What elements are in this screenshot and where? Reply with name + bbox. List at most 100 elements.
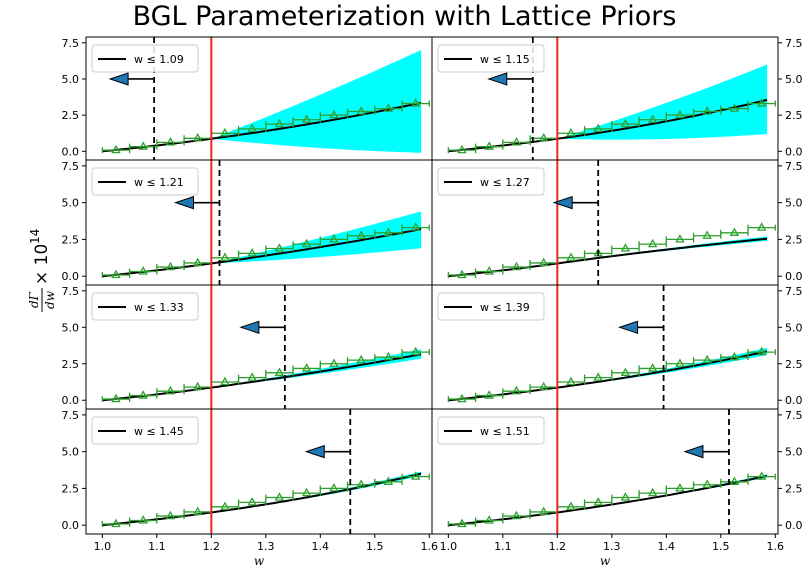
data-point (647, 487, 658, 497)
data-point (647, 363, 658, 372)
data-point (484, 141, 494, 150)
data-point (484, 390, 494, 399)
data-point (511, 385, 522, 395)
panel-frame (431, 408, 779, 535)
data-point (702, 354, 712, 364)
x-tick-label: 1.1 (494, 540, 512, 553)
data-point (756, 346, 767, 356)
data-point (729, 103, 740, 112)
data-point (220, 501, 230, 510)
x-tick-label: 1.3 (603, 540, 621, 553)
arrow-head (487, 72, 508, 86)
legend-label: w ≤ 1.09 (134, 53, 184, 66)
data-point (593, 372, 603, 381)
data-point (192, 257, 203, 267)
x-tick-label: 1.0 (440, 540, 458, 553)
y-tick-label: 0.0 (785, 145, 803, 158)
panel-3: 0.0 2.5 5.0 7.5 w ≤ 1.21 (62, 159, 433, 286)
legend-label: w ≤ 1.39 (480, 301, 530, 314)
y-tick-label: 0.0 (62, 145, 80, 158)
legend: w ≤ 1.45 (91, 416, 199, 445)
data-point (566, 501, 576, 510)
data-point (138, 266, 148, 275)
panel-1: 0.0 2.5 5.0 7.5 w ≤ 1.09 (62, 36, 433, 161)
legend: w ≤ 1.39 (437, 292, 545, 321)
data-point (301, 238, 312, 248)
arrow-head (239, 320, 260, 334)
panel-5: 0.0 2.5 5.0 7.5 w ≤ 1.33 (62, 284, 433, 410)
legend: w ≤ 1.09 (91, 44, 199, 73)
data-point (138, 390, 148, 399)
legend-label: w ≤ 1.27 (480, 176, 530, 189)
x-tick-label: 1.4 (312, 540, 330, 553)
data-point (566, 252, 576, 261)
data-point (675, 234, 685, 243)
data-point (220, 127, 230, 137)
x-axis-label: w (254, 554, 265, 568)
panel-plot-area (447, 222, 776, 279)
y-tick-label: 5.0 (785, 73, 803, 86)
legend: w ≤ 1.51 (437, 416, 545, 445)
panel-2: 0.0 2.5 5.0 7.5 w ≤ 1.15 (431, 36, 803, 161)
data-point (538, 132, 549, 142)
uncertainty-band (557, 64, 768, 140)
legend-box (91, 416, 199, 445)
panel-7: 0.0 2.5 5.0 7.5 w ≤ 1.45 (62, 408, 433, 535)
legend: w ≤ 1.27 (437, 167, 545, 196)
data-point (729, 476, 740, 485)
data-point (192, 381, 203, 391)
y-label-numerator: dΓ (27, 291, 41, 308)
data-point (620, 492, 631, 501)
data-point (356, 106, 366, 115)
data-point (729, 227, 740, 236)
legend-label: w ≤ 1.51 (480, 425, 530, 438)
data-point (138, 141, 148, 150)
panel-plot-area (101, 211, 430, 279)
panels-group: 0.0 2.5 5.0 7.5 w ≤ 1.09 0.0 2.5 5.0 7.5 w ≤ 1.15… (62, 36, 803, 535)
legend-box (91, 44, 199, 73)
fit-curve (448, 350, 768, 402)
data-point (247, 248, 257, 257)
bottom-axes: 1.0 1.1 1.2 1.3 1.4 1.5 1.6 w 1.0 1.1 1.2 1.3 1.4 1.5… (94, 534, 784, 568)
data-point (647, 114, 658, 123)
data-point (756, 98, 767, 107)
y-tick-label: 5.0 (62, 321, 80, 334)
data-point (165, 261, 176, 271)
data-point (165, 385, 176, 395)
data-point (220, 376, 230, 386)
data-point (538, 381, 549, 391)
data-point (511, 261, 522, 271)
data-point (702, 106, 712, 115)
y-tick-label: 2.5 (785, 482, 803, 495)
data-point (538, 257, 549, 267)
data-point (247, 372, 257, 381)
data-point (457, 518, 467, 528)
data-point (111, 393, 121, 403)
data-point (566, 376, 576, 386)
data-point (702, 479, 712, 488)
data-point (111, 269, 121, 279)
y-tick-label: 5.0 (785, 446, 803, 459)
y-tick-label: 7.5 (62, 37, 80, 50)
data-point (301, 363, 312, 372)
y-tick-label: 2.5 (785, 109, 803, 122)
data-point (274, 367, 285, 376)
x-tick-label: 1.5 (366, 540, 384, 553)
data-point (593, 123, 603, 133)
data-point (111, 518, 121, 528)
data-point (165, 137, 176, 146)
data-point (410, 346, 421, 356)
data-point (383, 227, 394, 236)
data-point (356, 479, 366, 488)
y-tick-label: 0.0 (62, 270, 80, 283)
data-point (111, 144, 121, 154)
data-point (301, 114, 312, 123)
fit-curve (102, 101, 422, 153)
fit-curve (102, 472, 422, 527)
y-tick-label: 5.0 (785, 197, 803, 210)
data-point (620, 243, 631, 252)
data-point (729, 351, 740, 361)
y-axis-label: dΓ dw × 10 14 (27, 229, 57, 312)
y-tick-label: 0.0 (62, 394, 80, 407)
data-point (356, 230, 366, 239)
